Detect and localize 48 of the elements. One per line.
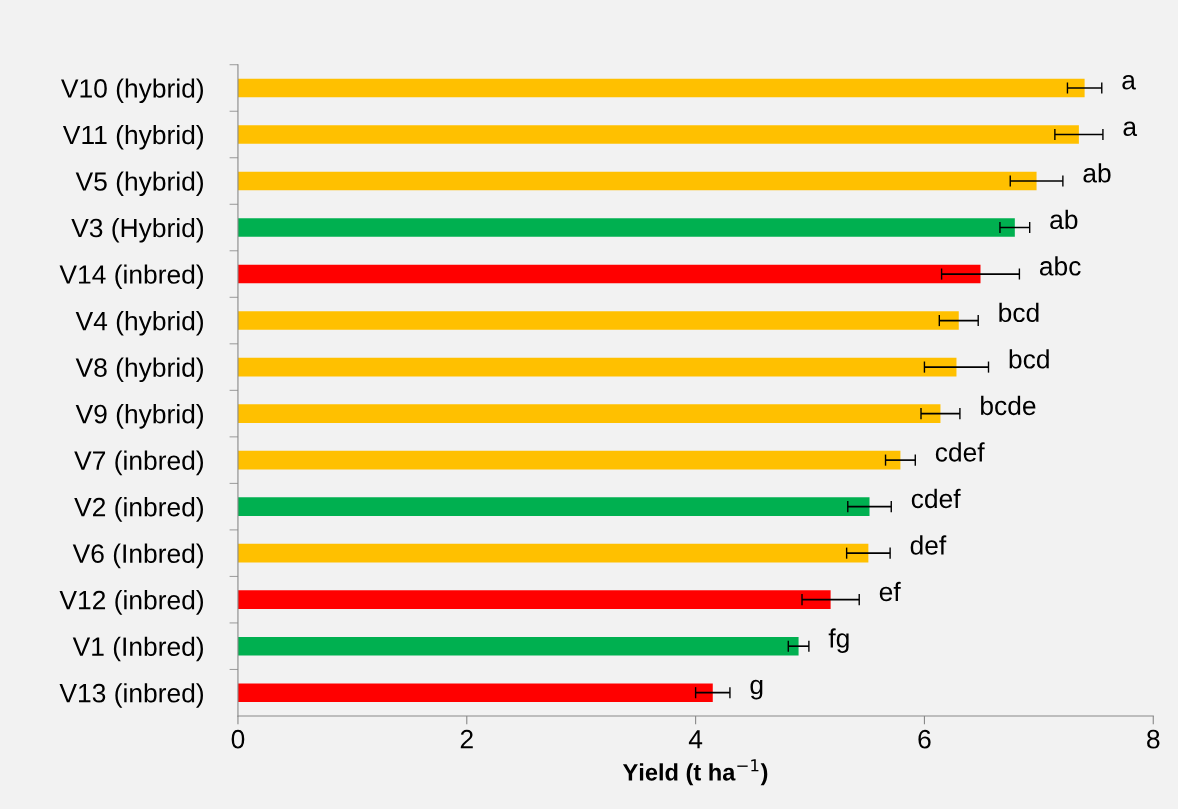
bar — [237, 125, 1079, 144]
y-tick-label: V6 (Inbred) — [72, 543, 203, 569]
bar — [237, 590, 831, 609]
data-label: bcde — [981, 395, 1036, 416]
x-tick-label: 4 — [688, 730, 703, 749]
x-tick-label: 6 — [918, 729, 931, 749]
data-label: bcd — [999, 302, 1039, 323]
y-tick-label: V4 (hybrid) — [75, 311, 203, 336]
bar — [237, 171, 1037, 191]
y-tick-label: V2 (inbred) — [74, 497, 203, 522]
data-label: g — [750, 679, 763, 700]
x-tick-label: 8 — [1147, 729, 1160, 749]
x-tick-label: 0 — [231, 729, 245, 749]
y-tick-label: V10 (hybrid) — [61, 78, 203, 104]
bar — [237, 636, 799, 656]
y-tick-label: V9 (hybrid) — [75, 404, 203, 429]
bar — [237, 311, 959, 330]
y-tick-label: V8 (hybrid) — [75, 357, 203, 383]
data-label: cdef — [911, 488, 961, 509]
bar — [237, 543, 869, 563]
data-label: ab — [1083, 163, 1111, 183]
y-tick-label: V3 (Hybrid) — [71, 217, 203, 243]
bar — [237, 357, 957, 377]
bar — [237, 78, 1085, 98]
data-label: abc — [1039, 256, 1081, 276]
y-tick-label: V7 (inbred) — [74, 450, 203, 476]
y-tick-label: V12 (inbred) — [59, 590, 203, 615]
y-tick-label: V5 (hybrid) — [75, 171, 203, 197]
x-tick-label: 2 — [460, 729, 473, 749]
bar — [237, 404, 941, 423]
y-tick-label: V13 (inbred) — [59, 683, 203, 708]
bar — [237, 497, 870, 516]
data-label: a — [1122, 75, 1136, 90]
data-label: def — [910, 535, 947, 555]
bar — [237, 264, 981, 284]
data-label: bcd — [1009, 349, 1049, 369]
data-label: fg — [828, 628, 849, 653]
data-label: cdef — [935, 442, 985, 462]
data-label: a — [1123, 121, 1138, 137]
y-tick-label: V11 (hybrid) — [62, 124, 203, 150]
bar — [237, 683, 713, 703]
y-tick-label: V14 (inbred) — [59, 264, 203, 290]
bar — [237, 218, 1015, 237]
bar — [237, 450, 901, 470]
y-tick-label: V1 (Inbred) — [72, 636, 203, 662]
data-label: ab — [1050, 209, 1078, 230]
x-axis-title: Yield (t ha$^{−1}$) — [622, 759, 768, 786]
data-label: ef — [879, 581, 901, 602]
